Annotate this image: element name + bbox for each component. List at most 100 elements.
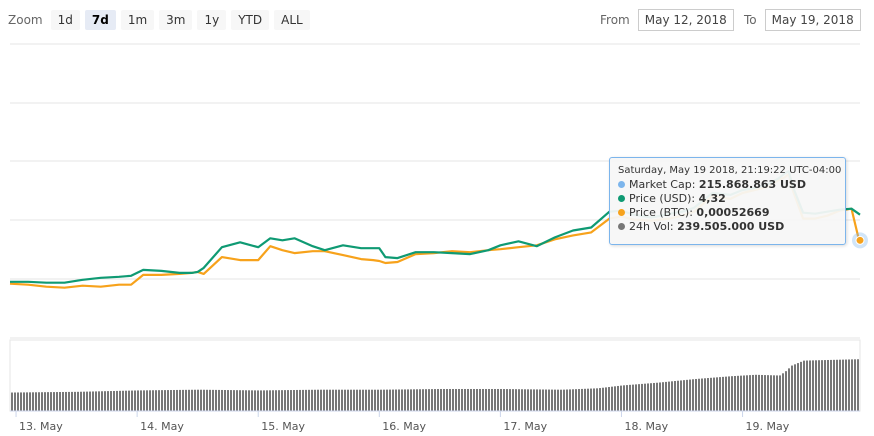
tooltip-title: Saturday, May 19 2018, 21:19:22 UTC-04:0… [618, 165, 842, 176]
volume-bar-203 [620, 385, 622, 411]
volume-bar-46 [149, 390, 151, 411]
tooltip-label: Price (USD): [629, 192, 696, 205]
volume-bar-280 [851, 359, 853, 411]
volume-bar-38 [125, 390, 127, 411]
volume-bar-257 [782, 373, 784, 411]
volume-bar-252 [767, 375, 769, 411]
volume-bar-16 [59, 392, 61, 411]
volume-bar-60 [191, 389, 193, 411]
volume-bar-221 [674, 381, 676, 411]
volume-bar-1 [14, 392, 16, 411]
volume-bar-10 [41, 392, 43, 411]
volume-bar-119 [368, 389, 370, 411]
volume-bar-20 [71, 391, 73, 411]
tooltip-value: 239.505.000 USD [677, 220, 785, 233]
x-tick-label-4: 17. May [503, 420, 547, 433]
tooltip-label: Price (BTC): [629, 206, 693, 219]
volume-bar-131 [404, 389, 406, 411]
volume-bar-52 [167, 390, 169, 411]
volume-bar-57 [182, 389, 184, 411]
volume-bar-147 [452, 388, 454, 411]
zoom-1d-button[interactable]: 1d [50, 10, 80, 30]
volume-bar-207 [632, 384, 634, 411]
volume-bar-212 [647, 383, 649, 411]
volume-bar-183 [560, 389, 562, 411]
volume-bar-214 [653, 382, 655, 411]
x-tick-label-0: 13. May [19, 420, 63, 433]
volume-bar-88 [275, 390, 277, 411]
volume-bar-165 [506, 389, 508, 411]
x-tick-label-1: 14. May [140, 420, 184, 433]
zoom-1y-button[interactable]: 1y [197, 10, 227, 30]
volume-bar-163 [500, 388, 502, 411]
zoom-1m-button[interactable]: 1m [120, 10, 155, 30]
to-date-input[interactable]: May 19, 2018 [764, 9, 861, 31]
volume-bar-69 [218, 389, 220, 411]
x-tick-label-5: 18. May [624, 420, 668, 433]
volume-bar-140 [431, 389, 433, 411]
volume-bar-192 [587, 388, 589, 411]
volume-bar-141 [434, 389, 436, 411]
volume-bar-185 [566, 389, 568, 411]
volume-bar-94 [293, 390, 295, 411]
volume-bar-224 [683, 380, 685, 411]
volume-bar-74 [233, 390, 235, 411]
volume-bar-169 [518, 389, 520, 411]
volume-bar-63 [200, 389, 202, 411]
volume-bar-275 [836, 359, 838, 411]
volume-bar-47 [152, 390, 154, 411]
volume-bar-70 [221, 389, 223, 411]
date-range-to: To May 19, 2018 [744, 9, 861, 31]
x-tick-label-2: 15. May [261, 420, 305, 433]
volume-bar-17 [62, 391, 64, 411]
volume-bar-55 [176, 389, 178, 411]
volume-bar-103 [320, 389, 322, 411]
volume-bar-277 [842, 359, 844, 411]
zoom-all-button[interactable]: ALL [274, 10, 310, 30]
zoom-ytd-button[interactable]: YTD [231, 10, 270, 30]
volume-bar-117 [362, 389, 364, 411]
volume-bar-86 [269, 390, 271, 411]
volume-bar-26 [89, 391, 91, 411]
volume-bar-197 [602, 387, 604, 411]
zoom-7d-button[interactable]: 7d [84, 10, 116, 30]
volume-bar-118 [365, 389, 367, 411]
volume-bar-133 [410, 389, 412, 411]
hover-point [855, 235, 865, 245]
volume-bar-170 [521, 389, 523, 411]
volume-bar-234 [713, 377, 715, 411]
volume-bar-91 [284, 390, 286, 411]
volume-bar-180 [551, 389, 553, 411]
volume-bar-15 [56, 392, 58, 411]
volume-bar-142 [437, 389, 439, 411]
volume-bar-236 [719, 377, 721, 411]
volume-bar-248 [755, 374, 757, 411]
volume-bar-182 [557, 389, 559, 411]
volume-bar-196 [599, 388, 601, 411]
volume-bar-184 [563, 389, 565, 411]
zoom-3m-button[interactable]: 3m [159, 10, 193, 30]
volume-bar-269 [818, 360, 820, 411]
volume-bar-76 [239, 390, 241, 411]
volume-bar-156 [479, 388, 481, 411]
volume-bar-268 [815, 360, 817, 411]
volume-bar-109 [338, 389, 340, 411]
x-tick-label-3: 16. May [382, 420, 426, 433]
volume-bar-198 [605, 387, 607, 411]
volume-bar-96 [299, 389, 301, 411]
volume-bar-187 [572, 389, 574, 411]
volume-bar-243 [740, 375, 742, 411]
from-date-input[interactable]: May 12, 2018 [637, 9, 734, 31]
volume-bar-158 [485, 388, 487, 411]
volume-bar-89 [278, 390, 280, 411]
volume-bar-250 [761, 374, 763, 411]
volume-bar-18 [65, 391, 67, 411]
volume-bar-127 [392, 389, 394, 411]
volume-bar-263 [800, 361, 802, 411]
volume-bar-254 [773, 375, 775, 411]
volume-bar-210 [641, 383, 643, 411]
volume-bar-282 [857, 359, 859, 411]
volume-bar-36 [119, 390, 121, 411]
volume-bar-247 [752, 374, 754, 411]
volume-bar-228 [695, 378, 697, 411]
